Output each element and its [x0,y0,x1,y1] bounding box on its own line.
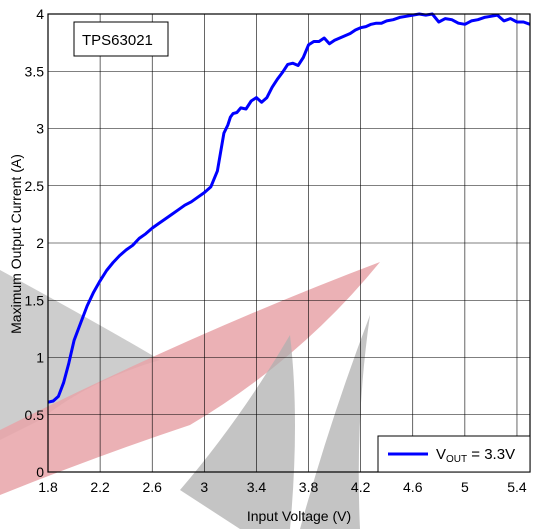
y-tick-label: 1.5 [25,292,45,308]
watermark [0,262,380,529]
y-tick-label: 0.5 [25,407,45,423]
y-tick-label: 2.5 [25,178,45,194]
x-tick-label: 4.6 [403,479,423,495]
y-tick-label: 4 [36,6,44,22]
x-tick-label: 1.8 [38,479,58,495]
x-tick-label: 4.2 [351,479,371,495]
series-layer [47,12,531,404]
x-tick-label: 2.2 [90,479,110,495]
watermark-gray-swoosh-bottom [180,335,295,529]
y-tick-label: 0 [36,464,44,480]
x-tick-label: 3.8 [299,479,319,495]
y-tick-label: 1 [36,350,44,366]
x-tick-label: 3.4 [247,479,267,495]
annotation-label: TPS63021 [82,32,153,49]
y-axis-title: Maximum Output Current (A) [8,154,24,334]
x-tick-label: 3 [200,479,208,495]
watermark-gray-swoosh-left [0,270,160,440]
x-tick-label: 5 [461,479,469,495]
y-tick-label: 3 [36,121,44,137]
x-tick-label: 5.4 [507,479,527,495]
legend: VOUT = 3.3V [377,435,531,473]
x-tick-label: 2.6 [142,479,162,495]
watermark-gray-swoosh-right [300,315,370,529]
axis-layer: 1.8 2.2 2.6 3 3.4 3.8 4.2 4.6 5 5.4 0 0.5 1 1.5 2 2.5 3 3… [25,6,531,495]
watermark-red-swoosh [0,262,380,495]
legend-label: VOUT = 3.3V [436,446,515,465]
series-line [47,12,531,404]
x-axis-title: Input Voltage (V) [247,508,351,524]
plot-frame [47,13,531,473]
annotation-box: TPS63021 [73,21,169,57]
y-tick-label: 3.5 [25,63,45,79]
y-tick-label: 2 [36,235,44,251]
